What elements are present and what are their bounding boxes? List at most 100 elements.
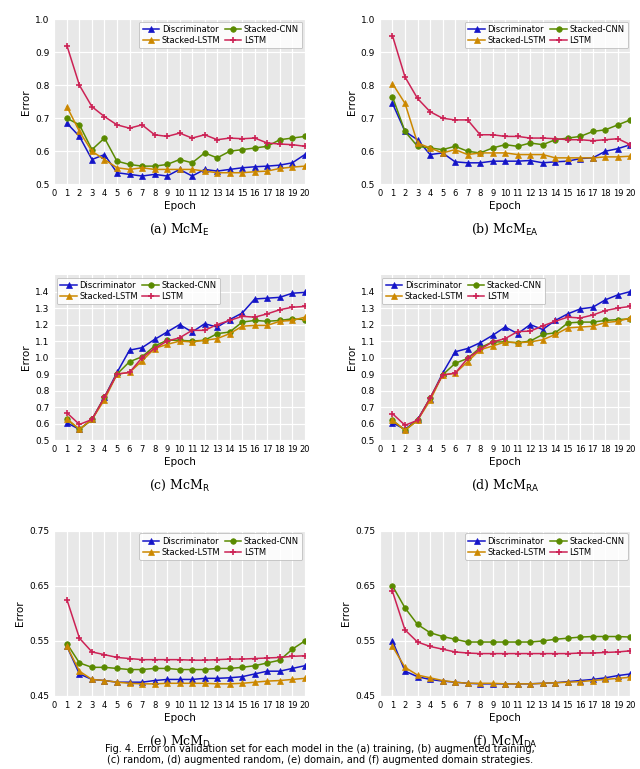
Stacked-CNN (76, 120, 83, 129)
Discriminator (301, 150, 308, 159)
LSTM (514, 327, 522, 336)
Stacked-CNN (602, 125, 609, 135)
Discriminator (439, 368, 447, 378)
Stacked-LSTM (125, 165, 133, 174)
Stacked-CNN (564, 318, 572, 328)
LSTM (188, 134, 196, 143)
LSTM (489, 649, 497, 658)
Stacked-LSTM (526, 338, 534, 347)
Stacked-LSTM (451, 368, 459, 378)
LSTM (589, 136, 596, 145)
Stacked-LSTM (476, 345, 484, 355)
Stacked-LSTM (627, 313, 634, 322)
LSTM (476, 649, 484, 658)
Stacked-LSTM (602, 675, 609, 684)
Discriminator (251, 162, 259, 171)
Discriminator (176, 165, 184, 174)
Discriminator (614, 290, 621, 299)
Stacked-LSTM (63, 414, 71, 423)
Stacked-CNN (451, 141, 459, 151)
Stacked-LSTM (201, 679, 209, 688)
Stacked-LSTM (413, 138, 421, 148)
LSTM (264, 138, 271, 148)
Stacked-CNN (539, 636, 547, 645)
Stacked-LSTM (577, 153, 584, 162)
Stacked-LSTM (188, 165, 196, 174)
Discriminator (100, 150, 108, 159)
Discriminator (464, 344, 472, 353)
Stacked-LSTM (602, 318, 609, 327)
Discriminator (63, 118, 71, 128)
LSTM (464, 648, 472, 657)
Stacked-CNN (113, 664, 121, 673)
Stacked-CNN (552, 634, 559, 644)
Discriminator (138, 171, 146, 181)
Stacked-LSTM (301, 674, 308, 683)
Stacked-LSTM (489, 148, 497, 158)
Stacked-LSTM (526, 150, 534, 159)
Legend: Discriminator, Stacked-LSTM, Stacked-CNN, LSTM: Discriminator, Stacked-LSTM, Stacked-CNN… (465, 22, 628, 48)
Stacked-LSTM (501, 338, 509, 347)
Title: (b) McM$_{\mathrm{EA}}$: (b) McM$_{\mathrm{EA}}$ (471, 221, 539, 237)
Discriminator (589, 675, 596, 684)
Discriminator (489, 157, 497, 166)
LSTM (76, 420, 83, 429)
LSTM (276, 653, 284, 662)
Stacked-CNN (138, 352, 146, 361)
Stacked-LSTM (151, 344, 159, 353)
Stacked-CNN (100, 393, 108, 402)
Legend: Discriminator, Stacked-LSTM, Stacked-CNN, LSTM: Discriminator, Stacked-LSTM, Stacked-CNN… (140, 22, 302, 48)
Stacked-CNN (138, 665, 146, 674)
Stacked-CNN (476, 148, 484, 158)
Stacked-CNN (226, 147, 234, 156)
Line: LSTM: LSTM (63, 596, 308, 664)
Discriminator (539, 158, 547, 168)
Stacked-LSTM (564, 677, 572, 687)
Discriminator (76, 669, 83, 678)
Stacked-LSTM (589, 676, 596, 685)
Y-axis label: Error: Error (341, 601, 351, 626)
LSTM (88, 414, 96, 424)
Stacked-CNN (413, 416, 421, 425)
Stacked-LSTM (539, 679, 547, 688)
Line: Stacked-CNN: Stacked-CNN (64, 316, 308, 432)
LSTM (388, 587, 396, 596)
Discriminator (151, 335, 159, 344)
Discriminator (125, 345, 133, 355)
Discriminator (401, 127, 409, 136)
Discriminator (577, 676, 584, 685)
X-axis label: Epoch: Epoch (489, 457, 521, 467)
Stacked-CNN (388, 581, 396, 591)
LSTM (451, 647, 459, 657)
LSTM (401, 421, 409, 430)
Line: Discriminator: Discriminator (64, 644, 308, 685)
LSTM (451, 368, 459, 378)
LSTM (188, 655, 196, 664)
Line: Stacked-LSTM: Stacked-LSTM (64, 644, 308, 687)
Discriminator (76, 424, 83, 434)
Discriminator (388, 636, 396, 645)
Discriminator (201, 319, 209, 328)
LSTM (539, 321, 547, 331)
Stacked-CNN (151, 341, 159, 351)
Stacked-LSTM (138, 163, 146, 172)
LSTM (176, 333, 184, 342)
Stacked-CNN (176, 335, 184, 345)
Stacked-LSTM (627, 673, 634, 682)
Stacked-CNN (526, 337, 534, 346)
Legend: Discriminator, Stacked-LSTM, Stacked-CNN, LSTM: Discriminator, Stacked-LSTM, Stacked-CNN… (57, 278, 220, 305)
LSTM (151, 130, 159, 139)
Stacked-CNN (100, 134, 108, 143)
Discriminator (426, 394, 434, 404)
LSTM (88, 647, 96, 657)
Stacked-LSTM (564, 323, 572, 332)
Stacked-CNN (113, 157, 121, 166)
LSTM (63, 595, 71, 604)
LSTM (439, 644, 447, 654)
Stacked-CNN (201, 665, 209, 674)
Stacked-LSTM (76, 667, 83, 676)
LSTM (138, 655, 146, 664)
LSTM (163, 655, 171, 664)
Stacked-CNN (614, 120, 621, 129)
Line: Discriminator: Discriminator (390, 289, 633, 432)
